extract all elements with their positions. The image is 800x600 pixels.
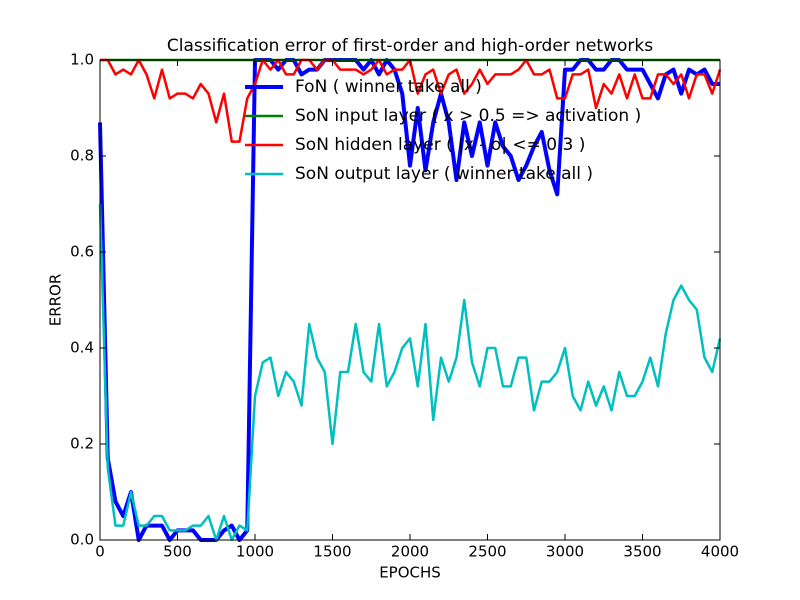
y-tick-label: 0.8 [70, 147, 94, 165]
y-tick-label: 0.0 [70, 531, 94, 549]
x-tick-label: 3000 [546, 543, 584, 561]
legend-label: SoN input layer ( x > 0.5 => activation … [295, 106, 641, 126]
x-tick-label: 1500 [313, 543, 351, 561]
y-tick-label: 0.6 [70, 243, 94, 261]
data-line [98, 203, 722, 542]
x-tick-label: 2500 [468, 543, 506, 561]
x-tick-label: 500 [163, 543, 192, 561]
x-tick-label: 4000 [701, 543, 739, 561]
legend-label: FoN ( winner take all ) [295, 77, 482, 97]
x-tick-label: 2000 [391, 543, 429, 561]
legend-label: SoN output layer ( winner take all ) [295, 164, 593, 184]
x-tick-label: 3500 [623, 543, 661, 561]
legend-label: SoN hidden layer ( |x - o| <= 0.3 ) [295, 135, 585, 155]
chart-title: Classification error of first-order and … [167, 36, 653, 56]
y-tick-label: 0.2 [70, 435, 94, 453]
x-tick-label: 1000 [236, 543, 274, 561]
y-tick-label: 0.4 [70, 339, 94, 357]
y-tick-label: 1.0 [70, 51, 94, 69]
x-tick-label: 0 [95, 543, 105, 561]
y-axis-label: ERROR [47, 274, 65, 327]
x-axis-label: EPOCHS [379, 564, 441, 582]
